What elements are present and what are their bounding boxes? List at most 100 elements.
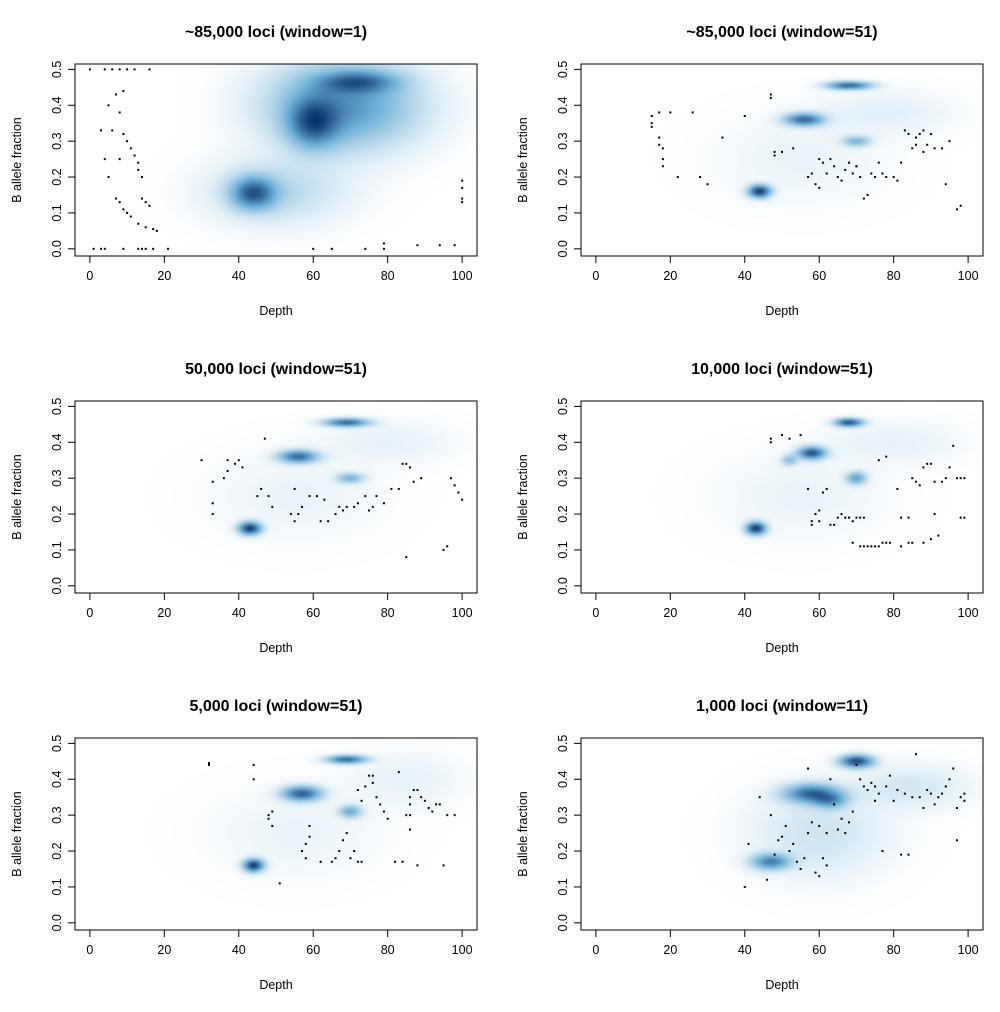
- data-point: [312, 247, 315, 250]
- data-point: [922, 806, 925, 809]
- data-point: [453, 814, 456, 817]
- data-point: [769, 97, 772, 100]
- data-point: [453, 484, 456, 487]
- data-point: [955, 477, 958, 480]
- data-point: [260, 487, 263, 490]
- data-point: [918, 132, 921, 135]
- x-tick-label: 100: [958, 269, 979, 283]
- data-point: [862, 785, 865, 788]
- data-point: [840, 179, 843, 182]
- x-tick-label: 80: [381, 943, 395, 957]
- y-tick-label: 0.2: [50, 168, 64, 185]
- data-point: [829, 778, 832, 781]
- data-point: [364, 495, 367, 498]
- data-point: [327, 520, 330, 523]
- data-point: [301, 850, 304, 853]
- data-point: [818, 875, 821, 878]
- data-point: [241, 466, 244, 469]
- data-point: [267, 495, 270, 498]
- data-point: [416, 864, 419, 867]
- data-point: [836, 516, 839, 519]
- plot-frame: [580, 737, 984, 931]
- data-point: [256, 495, 259, 498]
- data-point: [118, 111, 121, 114]
- data-point: [122, 89, 125, 92]
- data-point: [885, 176, 888, 179]
- data-point: [840, 817, 843, 820]
- data-point: [319, 860, 322, 863]
- data-point: [382, 810, 385, 813]
- data-point: [360, 860, 363, 863]
- y-tick-label: 0.2: [556, 168, 570, 185]
- data-point: [799, 434, 802, 437]
- data-point: [148, 68, 151, 71]
- data-point: [769, 441, 772, 444]
- data-point: [781, 150, 783, 153]
- data-point: [167, 247, 170, 250]
- y-tick-label: 0.0: [50, 240, 64, 257]
- data-point: [397, 771, 400, 774]
- data-point: [903, 129, 906, 132]
- data-point: [929, 462, 932, 465]
- data-point: [799, 867, 802, 870]
- data-point: [427, 806, 430, 809]
- chart-title: 50,000 loci (window=51): [185, 361, 367, 378]
- data-point: [401, 462, 404, 465]
- x-tick-label: 20: [663, 943, 677, 957]
- data-point: [821, 857, 824, 860]
- data-point: [807, 176, 810, 179]
- data-point: [155, 229, 158, 232]
- y-tick-label: 0.0: [556, 240, 570, 257]
- data-point: [758, 796, 761, 799]
- data-point: [211, 480, 214, 483]
- data-point: [877, 792, 880, 795]
- data-point: [859, 516, 862, 519]
- chart-title: 5,000 loci (window=51): [190, 698, 363, 715]
- data-point: [937, 534, 940, 537]
- data-point: [353, 850, 356, 853]
- data-point: [818, 520, 821, 523]
- data-point: [944, 477, 947, 480]
- data-point: [814, 183, 817, 186]
- data-point: [874, 785, 877, 788]
- data-point: [315, 495, 318, 498]
- data-point: [661, 158, 664, 161]
- data-point: [234, 462, 237, 465]
- data-point: [948, 140, 951, 143]
- x-tick-label: 60: [812, 606, 826, 620]
- data-point: [360, 799, 363, 802]
- data-point: [461, 186, 464, 189]
- x-tick-label: 100: [958, 606, 979, 620]
- data-point: [855, 516, 858, 519]
- data-point: [103, 68, 106, 71]
- data-point: [349, 857, 352, 860]
- data-point: [263, 437, 266, 440]
- data-point: [394, 860, 397, 863]
- data-point: [955, 806, 958, 809]
- data-point: [926, 789, 929, 792]
- data-point: [859, 545, 862, 548]
- data-point: [141, 247, 143, 250]
- data-point: [814, 871, 817, 874]
- data-point: [676, 176, 679, 179]
- data-point: [148, 204, 151, 207]
- data-point: [810, 523, 813, 526]
- data-point: [955, 839, 958, 842]
- data-point: [449, 477, 452, 480]
- data-point: [375, 796, 378, 799]
- y-axis-label: B allele fraction: [516, 454, 530, 540]
- x-tick-label: 100: [958, 943, 979, 957]
- x-tick-label: 60: [306, 606, 320, 620]
- data-point: [911, 796, 914, 799]
- data-point: [903, 792, 906, 795]
- data-point: [88, 68, 91, 71]
- data-point: [345, 832, 348, 835]
- data-point: [944, 183, 947, 186]
- data-point: [963, 477, 966, 480]
- y-tick-label: 0.3: [50, 806, 64, 823]
- data-point: [111, 68, 114, 71]
- data-point: [818, 509, 821, 512]
- data-point: [952, 767, 955, 770]
- data-point: [900, 161, 903, 164]
- x-tick-label: 0: [592, 269, 599, 283]
